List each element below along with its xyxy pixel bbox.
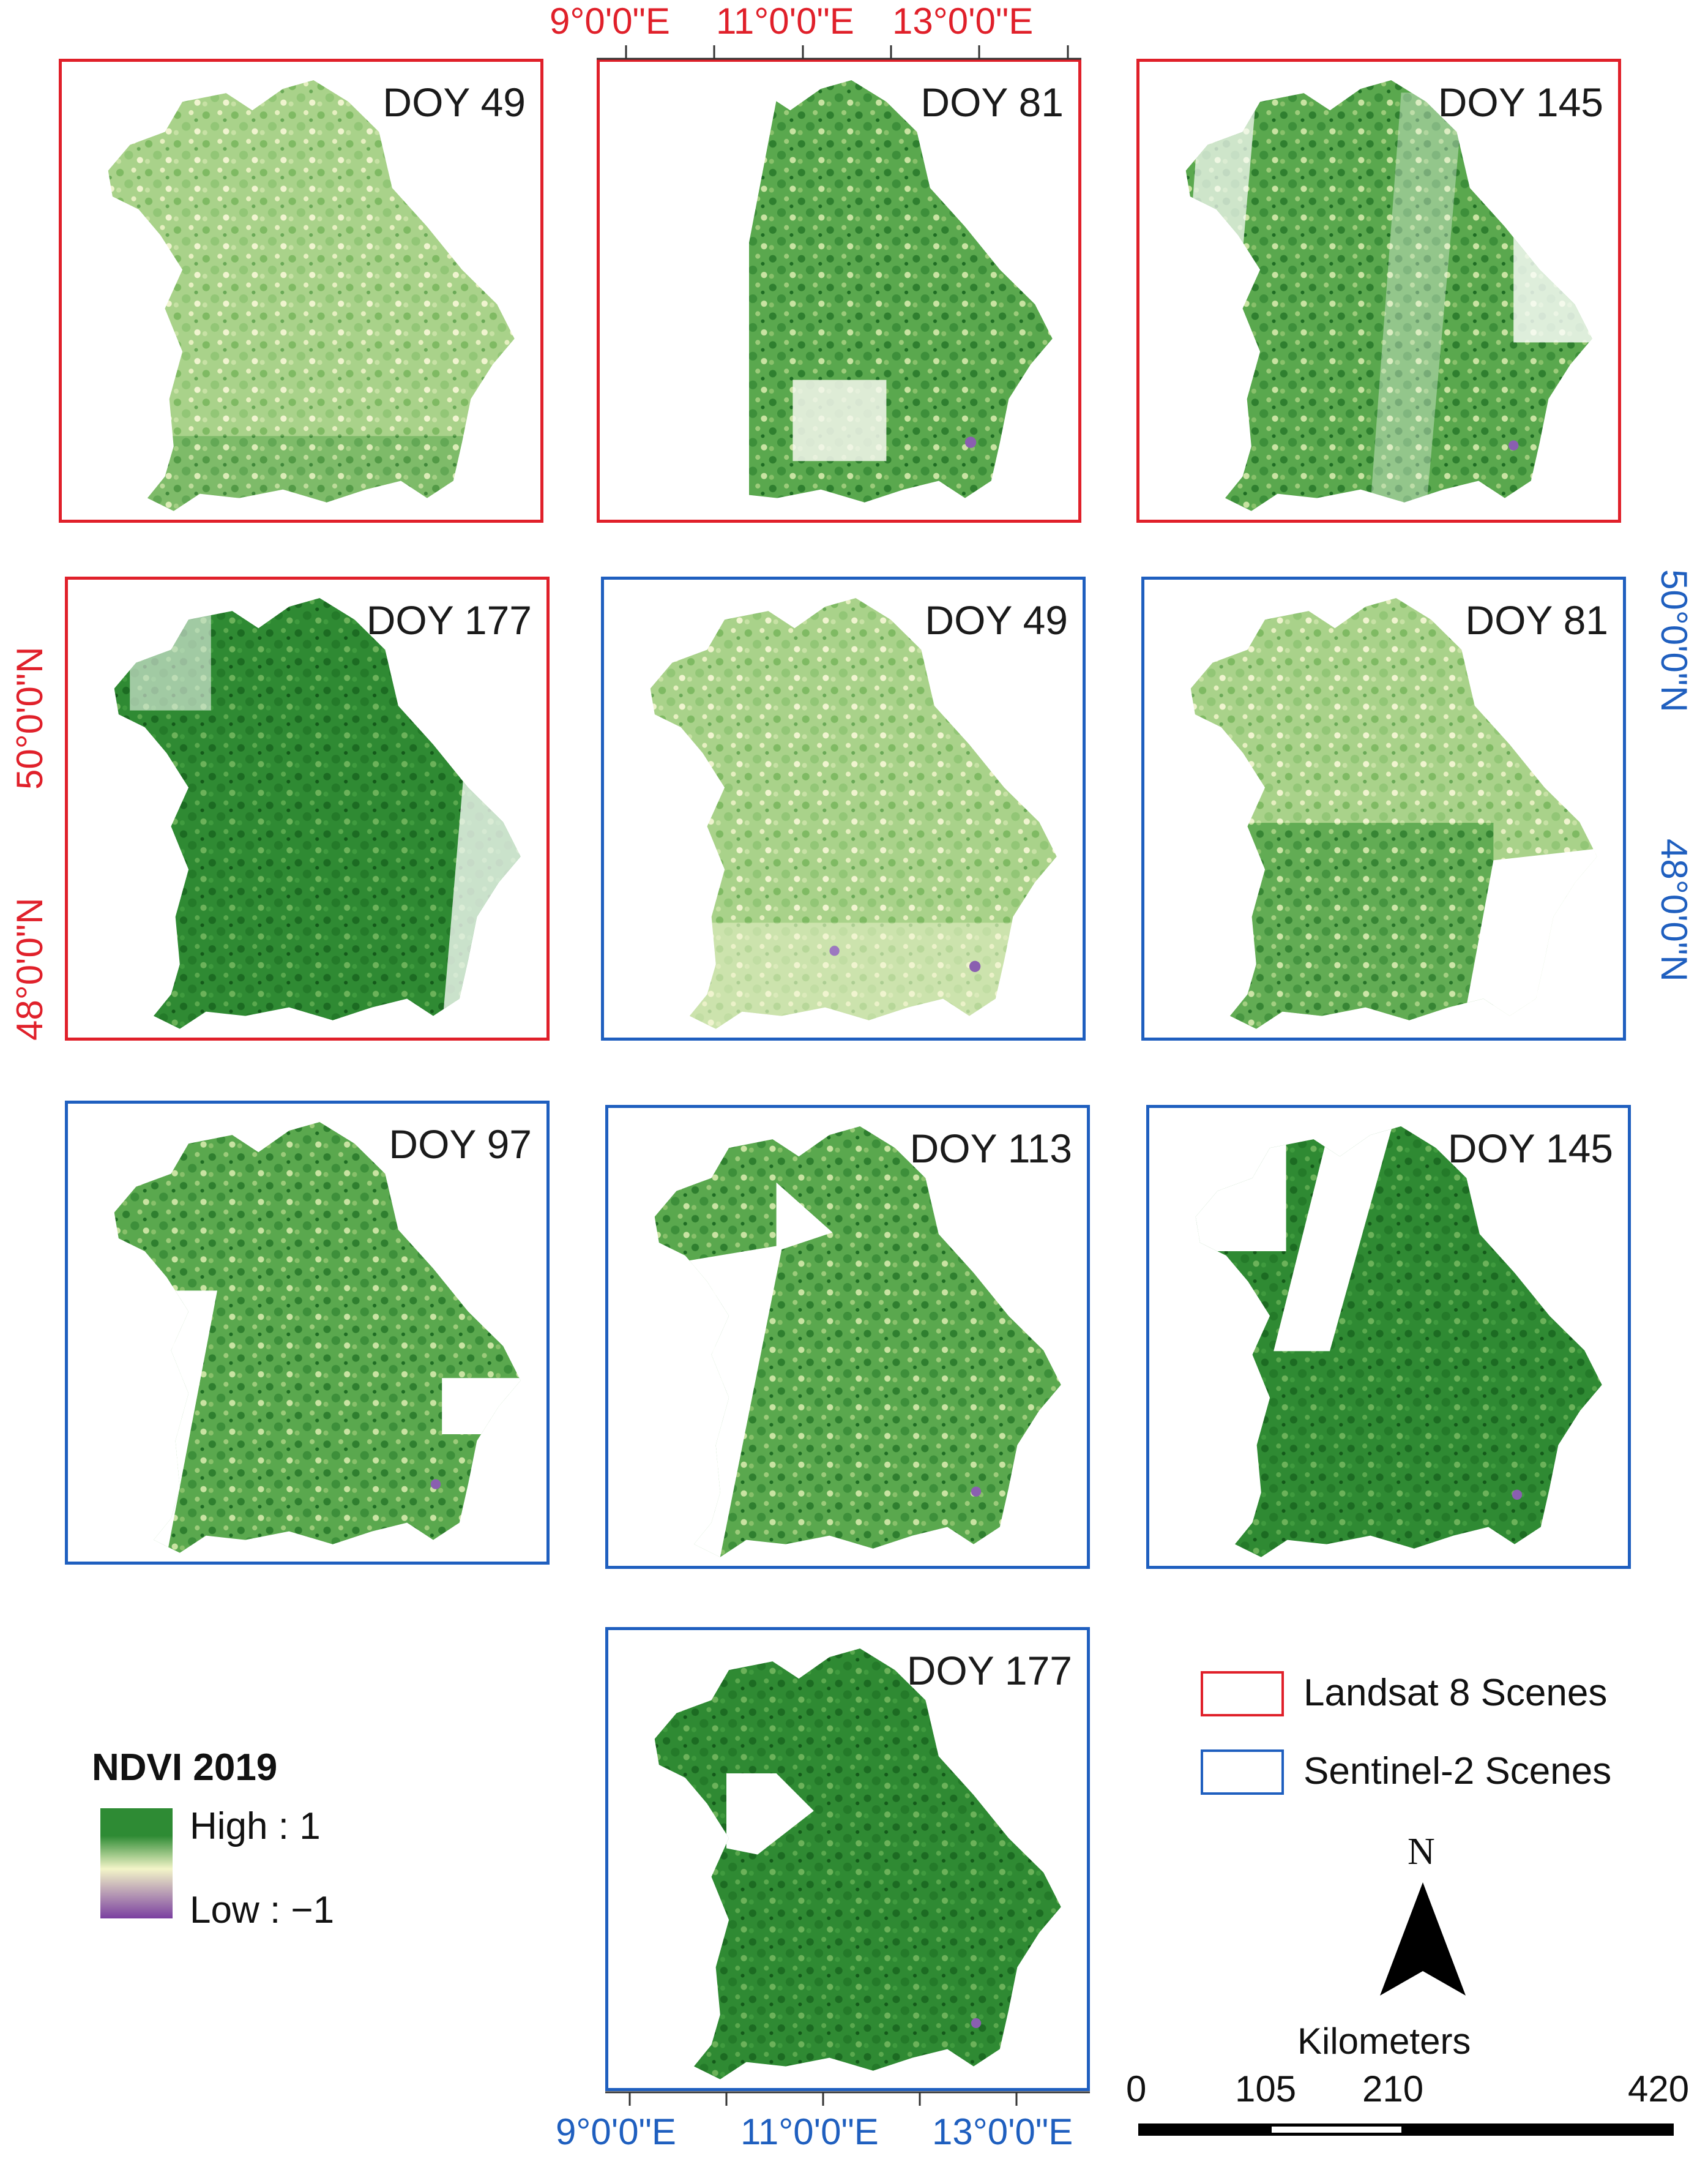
sentinel-swatch	[1201, 1749, 1284, 1795]
doy-label: DOY 113	[909, 1126, 1072, 1171]
map-panel-sentinel-doy145: DOY 145	[1146, 1105, 1631, 1569]
lon-label: 11°0'0"E	[716, 1, 854, 42]
north-arrow-label: N	[1408, 1831, 1435, 1873]
scale-tick-label: 210	[1362, 2068, 1424, 2109]
scale-tick-label: 105	[1235, 2068, 1297, 2109]
map-panel-landsat-doy49: DOY 49	[59, 59, 543, 523]
lon-label: 9°0'0"E	[556, 2111, 676, 2152]
landsat-legend-label: Landsat 8 Scenes	[1303, 1672, 1608, 1714]
doy-label: DOY 145	[1438, 80, 1603, 125]
map-panel-sentinel-doy177: DOY 177	[605, 1627, 1090, 2091]
map-panel-sentinel-doy97: DOY 97	[65, 1101, 550, 1565]
legend-high-label: High : 1	[190, 1805, 321, 1847]
doy-label: DOY 49	[382, 80, 526, 125]
map-panel-landsat-doy177: DOY 177	[65, 577, 550, 1041]
bavaria-map	[1190, 598, 1597, 1029]
doy-label: DOY 97	[389, 1121, 532, 1167]
map-panel-landsat-doy81: DOY 81	[597, 59, 1081, 523]
doy-label: DOY 177	[906, 1648, 1072, 1693]
map-panel-sentinel-doy113: DOY 113	[605, 1105, 1090, 1569]
scale-tick-label: 420	[1628, 2068, 1690, 2109]
lat-label: 50°0'0"N	[1654, 569, 1695, 713]
bavaria-map	[1195, 1126, 1602, 1557]
doy-label: DOY 81	[920, 80, 1064, 125]
map-panel-sentinel-doy81: DOY 81	[1141, 577, 1626, 1041]
bavaria-map	[108, 80, 515, 511]
lat-label: 50°0'0"N	[9, 646, 50, 790]
bavaria-map	[646, 80, 1053, 511]
bavaria-map	[1185, 80, 1592, 511]
bottom-lon-ticks	[605, 2091, 1090, 2106]
scale-tick-label: 0	[1126, 2068, 1147, 2109]
legend-low-label: Low : −1	[190, 1889, 335, 1931]
map-panel-sentinel-doy49: DOY 49	[601, 577, 1086, 1041]
lon-label: 9°0'0"E	[550, 1, 670, 42]
bavaria-map	[650, 598, 1057, 1029]
bavaria-map	[114, 1122, 521, 1553]
doy-label: DOY 81	[1465, 597, 1608, 643]
doy-label: DOY 145	[1447, 1126, 1613, 1171]
lon-label: 11°0'0"E	[740, 2111, 879, 2152]
map-panel-landsat-doy145: DOY 145	[1136, 59, 1621, 523]
legend-title: NDVI 2019	[92, 1746, 278, 1789]
landsat-swatch	[1201, 1671, 1284, 1716]
ndvi-color-ramp	[100, 1808, 173, 1918]
north-arrow-icon	[1380, 1882, 1466, 1996]
bavaria-map	[654, 1648, 1061, 2079]
bavaria-map	[114, 598, 521, 1029]
doy-label: DOY 49	[925, 597, 1068, 643]
doy-label: DOY 177	[366, 597, 532, 643]
scale-bar-graphic	[1138, 2123, 1674, 2136]
lat-label: 48°0'0"N	[9, 897, 50, 1041]
sentinel-legend-label: Sentinel-2 Scenes	[1303, 1750, 1612, 1792]
lon-label: 13°0'0"E	[932, 2111, 1073, 2152]
lon-label: 13°0'0"E	[892, 1, 1034, 42]
scale-unit-label: Kilometers	[1297, 2021, 1471, 2062]
bavaria-map	[654, 1126, 1061, 1557]
lat-label: 48°0'0"N	[1654, 839, 1695, 982]
top-lon-ticks	[597, 45, 1081, 60]
